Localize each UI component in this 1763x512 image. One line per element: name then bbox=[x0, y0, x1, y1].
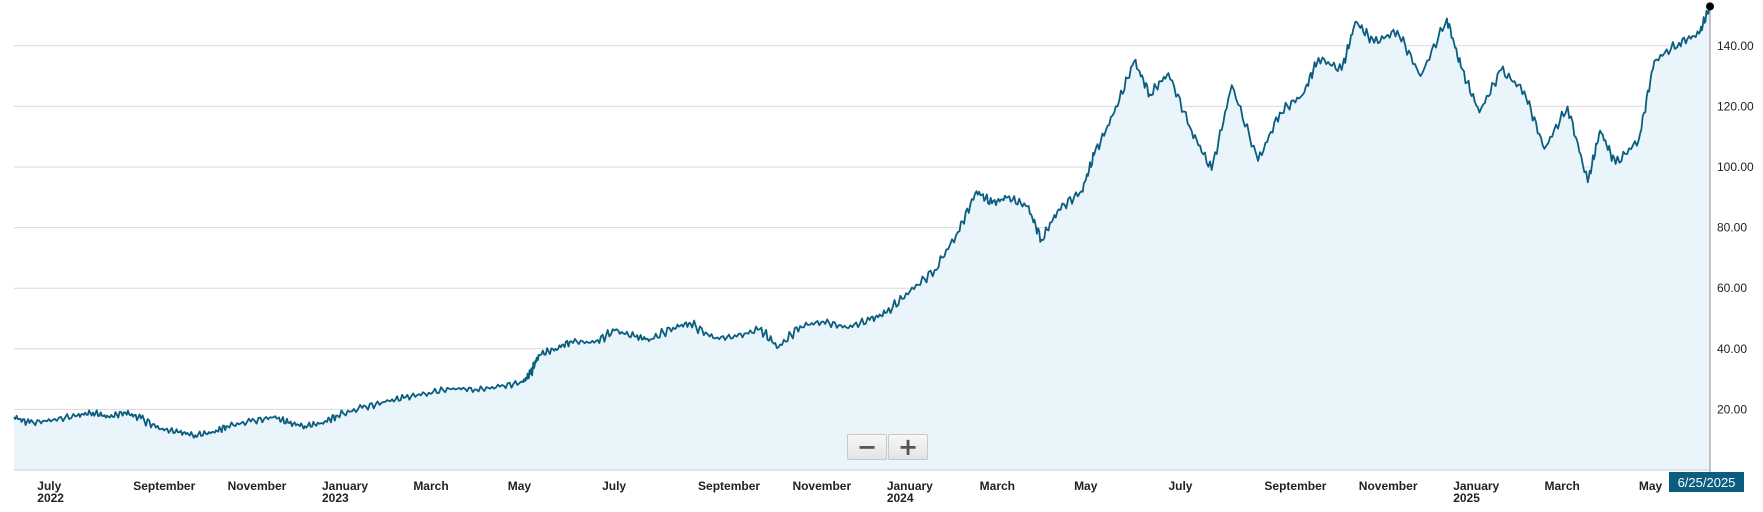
x-tick-label: September bbox=[1264, 479, 1326, 493]
x-tick-label: January bbox=[322, 479, 368, 493]
x-tick-label: September bbox=[133, 479, 195, 493]
zoom-in-button[interactable]: + bbox=[888, 434, 928, 460]
plus-icon: + bbox=[897, 433, 919, 461]
y-tick-label: 60.00 bbox=[1717, 281, 1747, 295]
zoom-out-button[interactable]: − bbox=[847, 434, 887, 460]
x-tick-label: May bbox=[1074, 479, 1098, 493]
y-tick-label: 140.00 bbox=[1717, 39, 1754, 53]
y-tick-label: 80.00 bbox=[1717, 221, 1747, 235]
x-tick-year: 2025 bbox=[1453, 491, 1480, 505]
x-tick-year: 2022 bbox=[37, 491, 64, 505]
x-tick-label: July bbox=[37, 479, 61, 493]
x-tick-label: July bbox=[602, 479, 626, 493]
x-tick-label: September bbox=[698, 479, 760, 493]
current-point bbox=[1706, 2, 1714, 11]
current-date-badge: 6/25/2025 bbox=[1677, 474, 1736, 490]
minus-icon: − bbox=[856, 433, 878, 461]
x-tick-label: November bbox=[792, 479, 851, 493]
y-tick-label: 40.00 bbox=[1717, 342, 1747, 356]
x-tick-label: July bbox=[1168, 479, 1192, 493]
y-tick-label: 120.00 bbox=[1717, 99, 1754, 113]
x-tick-label: January bbox=[887, 479, 933, 493]
x-tick-label: May bbox=[1639, 479, 1663, 493]
x-tick-label: November bbox=[1359, 479, 1418, 493]
series-area bbox=[14, 6, 1710, 471]
x-tick-label: March bbox=[413, 479, 448, 493]
x-tick-year: 2024 bbox=[887, 491, 914, 505]
y-tick-label: 20.00 bbox=[1717, 402, 1747, 416]
x-tick-label: January bbox=[1453, 479, 1499, 493]
y-tick-label: 100.00 bbox=[1717, 160, 1754, 174]
x-tick-label: May bbox=[508, 479, 532, 493]
x-tick-label: March bbox=[1544, 479, 1579, 493]
x-tick-label: November bbox=[228, 479, 287, 493]
x-tick-year: 2023 bbox=[322, 491, 349, 505]
x-tick-label: March bbox=[980, 479, 1015, 493]
series-line bbox=[13, 5, 1711, 439]
current-date-badge-bg bbox=[1669, 472, 1744, 492]
